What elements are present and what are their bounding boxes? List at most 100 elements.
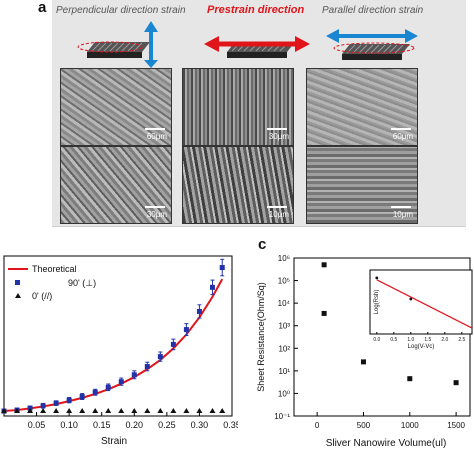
data-point-0 xyxy=(105,408,112,414)
data-point-0 xyxy=(92,408,99,414)
y-tick-label: 10² xyxy=(278,344,290,353)
legend-label: Theoretical xyxy=(32,264,77,274)
data-point-0 xyxy=(131,408,138,414)
y-tick-label: 10⁶ xyxy=(278,254,290,263)
x-tick-label: 0.35 xyxy=(223,420,238,430)
plot-frame xyxy=(293,257,471,417)
inset-x-tick-label: 0.0 xyxy=(373,337,380,343)
data-point-0 xyxy=(14,408,21,414)
panel-letter-a: a xyxy=(38,0,47,16)
data-point-0 xyxy=(170,408,177,414)
sheet-resistance-chart: 10⁻¹ 10⁰ 10¹ 10² 10³ 10⁴ 10⁵ 10⁶ 0 500 1000 1500Sli… xyxy=(256,254,473,449)
scale-bar xyxy=(267,206,287,208)
scale-label: 30μm xyxy=(268,132,289,141)
sem-image-parallel-low: 60μm xyxy=(306,68,418,146)
data-point-0 xyxy=(196,408,203,414)
inset-x-tick-label: 0.5 xyxy=(390,337,397,343)
data-point-0 xyxy=(53,408,60,414)
x-tick-label: 0 xyxy=(315,421,320,430)
x-tick-label: 1500 xyxy=(447,421,465,430)
data-point-0 xyxy=(183,408,190,414)
y-tick-label: 10⁻¹ xyxy=(274,412,290,421)
data-point-0 xyxy=(219,408,226,414)
plot-frame xyxy=(3,255,233,417)
data-point-0 xyxy=(66,408,73,414)
strain-schematics xyxy=(77,21,418,68)
data-point-90 xyxy=(131,372,137,378)
arrow-horizontal-blue xyxy=(326,29,418,43)
data-point-0 xyxy=(40,408,47,414)
x-tick-label: 0.10 xyxy=(60,420,78,430)
data-point-90 xyxy=(219,265,225,271)
panel-letter-c: c xyxy=(258,236,267,253)
data-point-0 xyxy=(1,408,7,414)
header-parallel: Parallel direction strain xyxy=(322,5,424,16)
scale-bar xyxy=(391,206,411,208)
data-point-90 xyxy=(170,341,176,347)
inset-x-label: Log(V-Vc) xyxy=(408,344,435,350)
inset-x-tick-label: 2.5 xyxy=(458,337,465,343)
data-point-90 xyxy=(209,284,215,290)
x-tick-label: 0.30 xyxy=(191,420,209,430)
inset-data-point xyxy=(375,276,379,280)
data-point-90 xyxy=(118,379,124,385)
y-tick-label: 10⁵ xyxy=(278,277,290,286)
scale-label: 60μm xyxy=(146,132,167,141)
x-tick-label: 0.05 xyxy=(28,420,46,430)
data-point-90 xyxy=(196,308,202,314)
data-point-90 xyxy=(79,394,85,400)
sem-image-prestrain-high: 10μm xyxy=(182,146,294,224)
header-perpendicular: Perpendicular direction strain xyxy=(56,5,186,16)
substrate-perpendicular xyxy=(77,41,150,58)
data-point xyxy=(453,380,459,386)
legend-label: 0' (//) xyxy=(32,291,52,301)
scale-label: 10μm xyxy=(392,210,413,219)
data-point-90 xyxy=(144,364,150,370)
inset-x-tick-label: 2.0 xyxy=(441,337,448,343)
scale-bar xyxy=(145,206,165,208)
data-point-90 xyxy=(157,354,163,360)
data-point-0 xyxy=(118,408,125,414)
data-point-90 xyxy=(183,327,189,333)
x-tick-label: 0.20 xyxy=(126,420,144,430)
data-point xyxy=(360,359,366,365)
inset-fit-line xyxy=(376,279,473,329)
y-tick-label: 10¹ xyxy=(278,367,290,376)
x-tick-label: 0.25 xyxy=(158,420,176,430)
y-tick-label: 10³ xyxy=(278,322,290,331)
sem-image-perpendicular-low: 60μm xyxy=(60,68,172,146)
x-tick-label: 1000 xyxy=(401,421,419,430)
data-point-90 xyxy=(105,384,111,390)
inset-data-point xyxy=(409,297,413,301)
scale-label: 30μm xyxy=(146,210,167,219)
data-point-0 xyxy=(144,408,151,414)
strain-chart: 0.05 0.10 0.15 0.20 0.25 0.30 0.35 Strain Theore… xyxy=(1,255,238,447)
legend-label: 90' (⊥) xyxy=(68,278,96,288)
scale-bar xyxy=(145,128,165,130)
x-tick-label: 500 xyxy=(357,421,371,430)
x-axis-label: Strain xyxy=(101,436,127,447)
data-point-90 xyxy=(92,389,98,395)
data-point xyxy=(321,262,327,268)
data-point-0 xyxy=(209,408,216,414)
x-tick-label: 0.15 xyxy=(93,420,111,430)
y-axis-label: Sheet Resistance(Ohm/Sq) xyxy=(256,282,266,392)
scale-label: 60μm xyxy=(392,132,413,141)
arrow-horizontal-red xyxy=(204,36,310,52)
inset-x-tick-label: 1.0 xyxy=(407,337,414,343)
x-axis-label: Sliver Nanowire Volume(ul) xyxy=(326,438,447,449)
data-point-90 xyxy=(53,400,59,406)
data-point-90 xyxy=(40,403,46,409)
scale-bar xyxy=(267,128,287,130)
y-tick-label: 10⁴ xyxy=(278,299,291,308)
sem-image-perpendicular-high: 30μm xyxy=(60,146,172,224)
data-point-0 xyxy=(27,408,34,414)
sem-image-parallel-high: 10μm xyxy=(306,146,418,224)
substrate-parallel xyxy=(333,42,415,60)
sem-image-prestrain-low: 30μm xyxy=(182,68,294,146)
data-point-90 xyxy=(66,397,72,403)
y-tick-label: 10⁰ xyxy=(278,389,290,398)
data-point xyxy=(407,376,413,382)
arrow-vertical-blue xyxy=(144,21,158,68)
header-prestrain: Prestrain direction xyxy=(207,4,305,16)
